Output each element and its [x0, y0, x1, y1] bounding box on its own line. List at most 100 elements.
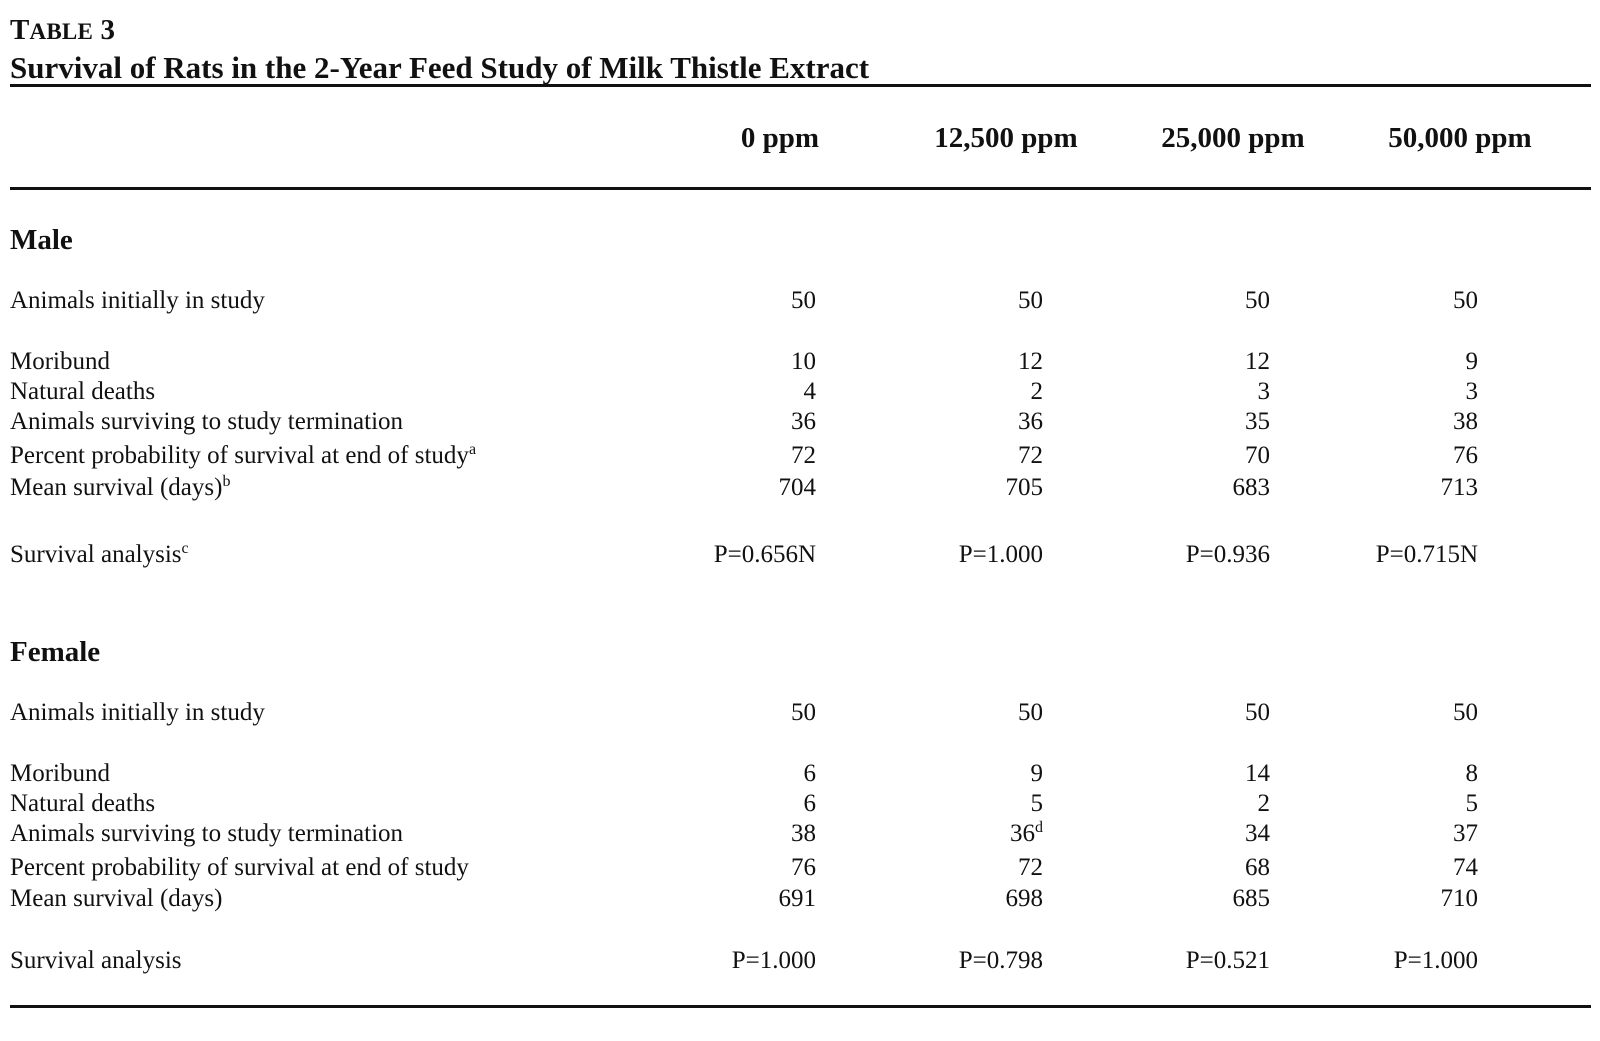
table-cell: 9 — [843, 760, 1044, 787]
top-rule — [10, 84, 1591, 87]
table-cell: 14 — [1070, 761, 1270, 786]
column-header-50000ppm: 50,000 ppm — [1388, 122, 1532, 154]
table-cell: 713 — [1278, 474, 1479, 501]
row-label: Mean survival (days) — [10, 886, 222, 911]
cell-value: P=0.656N — [713, 541, 816, 568]
table-cell: 70 — [1070, 443, 1270, 468]
cell-value: 68 — [1245, 854, 1270, 881]
row-label-text: Natural deaths — [10, 378, 156, 405]
table-cell: 50 — [1278, 700, 1478, 725]
cell-value: 3 — [1465, 378, 1479, 405]
cell-value: 10 — [791, 348, 816, 375]
cell-value: 74 — [1453, 854, 1478, 881]
table-cell: 35 — [1070, 409, 1270, 434]
cell-value: P=1.000 — [958, 541, 1043, 568]
cell-value: 710 — [1440, 885, 1479, 912]
table-cell: 50 — [616, 288, 816, 313]
cell-value: 705 — [1005, 474, 1044, 501]
table-cell: 37 — [1278, 821, 1478, 846]
row-label-text: Animals surviving to study termination — [10, 408, 404, 435]
table-cell: 2 — [1070, 790, 1271, 817]
cell-value: 713 — [1440, 474, 1479, 501]
table-cell: P=0.936 — [1070, 542, 1270, 567]
cell-value: 683 — [1232, 474, 1271, 501]
row-label-text: Mean survival (days) — [10, 885, 223, 912]
cell-value: 12 — [1245, 348, 1270, 375]
cell-value: 38 — [1453, 408, 1478, 435]
table-cell: 50 — [843, 700, 1043, 725]
cell-value: P=1.000 — [1393, 947, 1478, 974]
cell-value: 9 — [1465, 348, 1479, 375]
table-cell: P=1.000 — [616, 948, 816, 973]
cell-value: 76 — [791, 854, 816, 881]
cell-value: P=0.715N — [1375, 541, 1478, 568]
cell-value: 36 — [791, 408, 816, 435]
table-cell: 6 — [616, 761, 817, 786]
cell-value: 36 — [1010, 820, 1035, 847]
cell-value: 72 — [1018, 442, 1043, 469]
table-cell: 685 — [1070, 886, 1271, 911]
cell-value: 5 — [1030, 790, 1044, 817]
table-cell: P=0.521 — [1070, 948, 1270, 973]
table-cell: 683 — [1070, 474, 1271, 501]
table-cell: 34 — [1070, 821, 1270, 846]
row-label: Animals initially in study — [10, 288, 265, 313]
cell-value: 6 — [803, 790, 817, 817]
column-header-12500ppm: 12,500 ppm — [934, 122, 1078, 154]
cell-value: 3 — [1257, 378, 1271, 405]
footnote-marker: d — [1035, 819, 1043, 836]
row-label: Animals surviving to study termination — [10, 821, 403, 846]
cell-value: 35 — [1245, 408, 1270, 435]
cell-value: P=0.798 — [958, 947, 1043, 974]
cell-value: 2 — [1030, 378, 1044, 405]
table-cell: 704 — [616, 474, 817, 501]
cell-value: 9 — [1030, 760, 1044, 787]
table-cell: 12 — [1070, 349, 1270, 374]
row-label: Natural deaths — [10, 791, 155, 816]
cell-value: 72 — [791, 442, 816, 469]
column-header-25000ppm: 25,000 ppm — [1161, 122, 1305, 154]
cell-value: 76 — [1453, 442, 1478, 469]
table-cell: 691 — [616, 886, 817, 911]
table-cell: P=1.000 — [1278, 948, 1478, 973]
column-header-0ppm: 0 ppm — [740, 122, 820, 154]
cell-value: P=1.000 — [731, 947, 816, 974]
footnote-marker: c — [181, 540, 189, 557]
row-label-text: Animals surviving to study termination — [10, 820, 404, 847]
cell-value: 2 — [1257, 790, 1271, 817]
cell-value: 704 — [778, 474, 817, 501]
cell-value: 8 — [1465, 760, 1479, 787]
table-cell: 9 — [1278, 348, 1479, 375]
cell-value: 14 — [1245, 760, 1270, 787]
table-cell: 3 — [1278, 378, 1479, 405]
cell-value: 50 — [1018, 699, 1043, 726]
table-cell: 72 — [843, 855, 1043, 880]
table-cell: 698 — [843, 886, 1044, 911]
row-label: Moribund — [10, 349, 110, 374]
row-label-text: Percent probability of survival at end o… — [10, 854, 469, 881]
table-cell: P=0.656N — [616, 542, 816, 567]
table-cell: 8 — [1278, 760, 1479, 787]
table-cell: 5 — [843, 790, 1044, 817]
table-cell: 50 — [1070, 700, 1270, 725]
table-cell: 12 — [843, 349, 1043, 374]
row-label: Natural deaths — [10, 379, 155, 404]
row-label: Survival analysis — [10, 948, 182, 973]
row-label-text: Animals initially in study — [10, 287, 265, 314]
cell-value: 50 — [1245, 699, 1270, 726]
table-label-initial: T — [10, 14, 30, 46]
row-label: Percent probability of survival at end o… — [10, 442, 476, 469]
cell-value: 36 — [1018, 408, 1043, 435]
cell-value: 5 — [1465, 790, 1479, 817]
row-label: Moribund — [10, 761, 110, 786]
table-cell: 6 — [616, 790, 817, 817]
table-cell: P=1.000 — [843, 542, 1043, 567]
row-label-text: Moribund — [10, 760, 110, 787]
cell-value: 50 — [791, 287, 816, 314]
table-cell: 72 — [616, 443, 816, 468]
table-cell: 50 — [1278, 288, 1478, 313]
table-cell: 2 — [843, 378, 1044, 405]
cell-value: 50 — [1453, 699, 1478, 726]
table-cell: 36 — [616, 409, 816, 434]
cell-value: P=0.936 — [1185, 541, 1270, 568]
